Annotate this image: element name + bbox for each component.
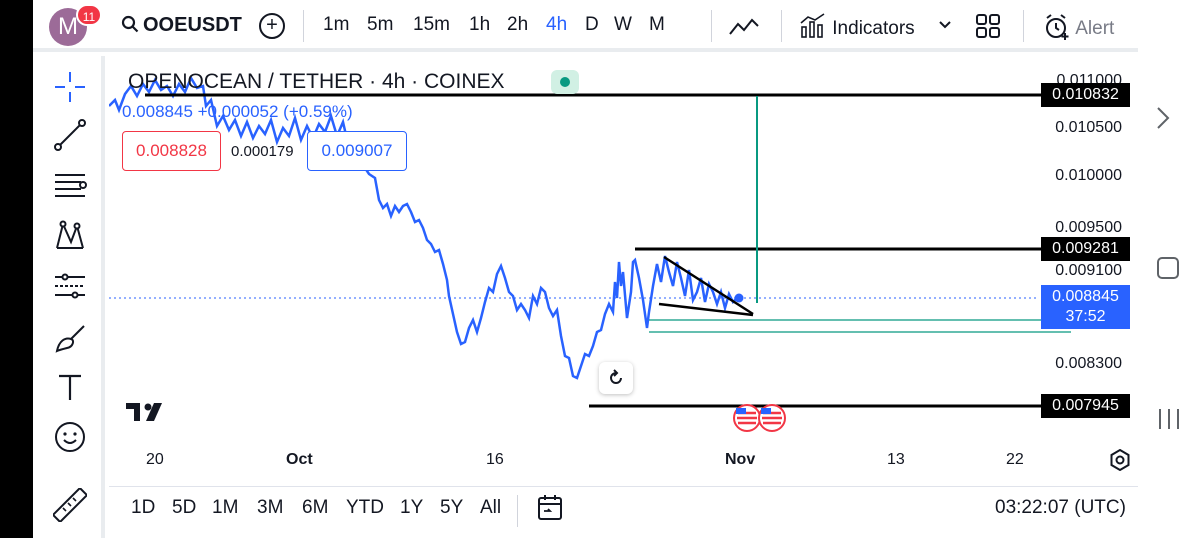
alert-label: Alert bbox=[1075, 18, 1115, 39]
timeframe-w[interactable]: W bbox=[614, 14, 632, 35]
time-tick: Nov bbox=[725, 451, 756, 468]
range-6m[interactable]: 6M bbox=[302, 497, 329, 518]
toolbar-divider bbox=[781, 10, 782, 42]
drawing-toolbar bbox=[33, 56, 105, 538]
notification-badge: 11 bbox=[76, 4, 102, 26]
indicators-button[interactable]: Indicators bbox=[799, 13, 915, 40]
symbol-search[interactable]: OOEUSDT bbox=[121, 14, 242, 37]
range-3m[interactable]: 3M bbox=[257, 497, 284, 518]
price-tick: 0.008300 bbox=[1055, 355, 1122, 372]
toolbar-divider bbox=[711, 10, 712, 42]
fib-icon[interactable] bbox=[53, 169, 87, 203]
price-tick: 0.009100 bbox=[1055, 262, 1122, 279]
range-1y[interactable]: 1Y bbox=[400, 497, 424, 518]
time-tick: Oct bbox=[286, 451, 313, 468]
last-price-label: 0.008845 37:52 bbox=[1041, 285, 1130, 329]
price-label-mid: 0.009281 bbox=[1041, 237, 1130, 261]
device-edge-left bbox=[0, 0, 33, 538]
trading-app: M 11 OOEUSDT + 1m 5m 15m 1h 2h 4h D W M … bbox=[33, 0, 1138, 538]
utc-clock[interactable]: 03:22:07 (UTC) bbox=[995, 497, 1126, 518]
chart-title[interactable]: OPENOCEAN / TETHER · 4h · COINEX bbox=[128, 70, 505, 93]
timeframe-m[interactable]: M bbox=[649, 14, 665, 35]
chevron-right-icon[interactable] bbox=[1154, 105, 1172, 136]
search-icon bbox=[121, 14, 139, 37]
timeframe-15m[interactable]: 15m bbox=[413, 14, 450, 35]
timeframe-d[interactable]: D bbox=[585, 14, 599, 35]
reset-chart-button[interactable] bbox=[599, 362, 633, 394]
brush-icon[interactable] bbox=[53, 321, 87, 355]
crosshair-icon[interactable] bbox=[53, 70, 87, 104]
range-ytd[interactable]: YTD bbox=[346, 497, 384, 518]
calendar-icon[interactable] bbox=[536, 493, 564, 528]
triangle-lower-line bbox=[658, 302, 754, 317]
target-projection-line bbox=[756, 96, 758, 303]
spread-value: 0.000179 bbox=[231, 143, 294, 160]
reload-icon bbox=[607, 367, 625, 389]
ruler-icon[interactable] bbox=[51, 486, 89, 524]
pattern-icon[interactable] bbox=[53, 218, 87, 252]
range-1m[interactable]: 1M bbox=[212, 497, 239, 518]
line-chart-icon[interactable] bbox=[728, 14, 760, 43]
toolbar-divider bbox=[303, 10, 304, 42]
add-symbol-button[interactable]: + bbox=[259, 13, 285, 39]
price-tick: 0.010000 bbox=[1055, 167, 1122, 184]
range-all[interactable]: All bbox=[480, 497, 502, 518]
bottom-toolbar: 1D 5D 1M 3M 6M YTD 1Y 5Y All 03:22:07 (U… bbox=[109, 486, 1138, 538]
forecast-icon[interactable] bbox=[53, 269, 87, 303]
range-5y[interactable]: 5Y bbox=[440, 497, 464, 518]
timeframe-4h[interactable]: 4h bbox=[546, 14, 568, 35]
price-tick: 0.009500 bbox=[1055, 219, 1122, 236]
chevron-down-icon[interactable] bbox=[938, 18, 952, 37]
price-label-low: 0.007945 bbox=[1041, 394, 1130, 418]
chart-pane[interactable]: OPENOCEAN / TETHER · 4h · COINEX 0.00884… bbox=[109, 56, 1138, 486]
text-icon[interactable] bbox=[53, 370, 87, 404]
trendline-icon[interactable] bbox=[53, 118, 87, 152]
price-tick: 0.010500 bbox=[1055, 119, 1122, 136]
layout-icon[interactable] bbox=[975, 13, 1001, 44]
toolbar-divider bbox=[1023, 10, 1024, 42]
timeframe-5m[interactable]: 5m bbox=[367, 14, 394, 35]
range-1d[interactable]: 1D bbox=[131, 497, 156, 518]
buy-button[interactable]: 0.009007 bbox=[307, 131, 407, 171]
price-label-high: 0.010832 bbox=[1041, 83, 1130, 107]
top-toolbar: M 11 OOEUSDT + 1m 5m 15m 1h 2h 4h D W M … bbox=[33, 0, 1138, 52]
range-5d[interactable]: 5D bbox=[172, 497, 197, 518]
us-event-icon-canton bbox=[761, 408, 771, 414]
emoji-icon[interactable] bbox=[53, 420, 87, 454]
alert-button[interactable]: Alert bbox=[1043, 13, 1114, 41]
toolbar-divider bbox=[517, 495, 518, 527]
market-status-icon bbox=[551, 70, 579, 94]
timeframe-1h[interactable]: 1h bbox=[469, 14, 491, 35]
bar-countdown: 37:52 bbox=[1065, 308, 1106, 325]
home-square-icon[interactable] bbox=[1156, 256, 1180, 285]
us-event-icon-canton bbox=[736, 408, 746, 414]
last-price: 0.008845 bbox=[1052, 288, 1119, 305]
time-tick: 13 bbox=[887, 451, 905, 468]
triangle-upper-line bbox=[663, 255, 754, 316]
tradingview-logo bbox=[126, 398, 168, 430]
timeframe-2h[interactable]: 2h bbox=[507, 14, 529, 35]
settings-icon[interactable] bbox=[1109, 448, 1131, 476]
timeframe-1m[interactable]: 1m bbox=[323, 14, 350, 35]
time-tick: 20 bbox=[146, 451, 164, 468]
ohlc-values: 0.008845 +0.000052 (+0.59%) bbox=[122, 102, 353, 121]
price-cursor-dot bbox=[734, 293, 744, 303]
indicators-label: Indicators bbox=[832, 18, 915, 39]
time-tick: 22 bbox=[1006, 451, 1024, 468]
alert-clock-icon bbox=[1043, 14, 1075, 40]
sell-button[interactable]: 0.008828 bbox=[122, 131, 221, 171]
device-edge-right bbox=[1138, 0, 1200, 538]
symbol-name: OOEUSDT bbox=[143, 14, 242, 36]
recent-apps-icon[interactable] bbox=[1156, 407, 1182, 436]
price-line bbox=[109, 75, 738, 380]
time-tick: 16 bbox=[486, 451, 504, 468]
indicators-icon bbox=[799, 13, 832, 39]
